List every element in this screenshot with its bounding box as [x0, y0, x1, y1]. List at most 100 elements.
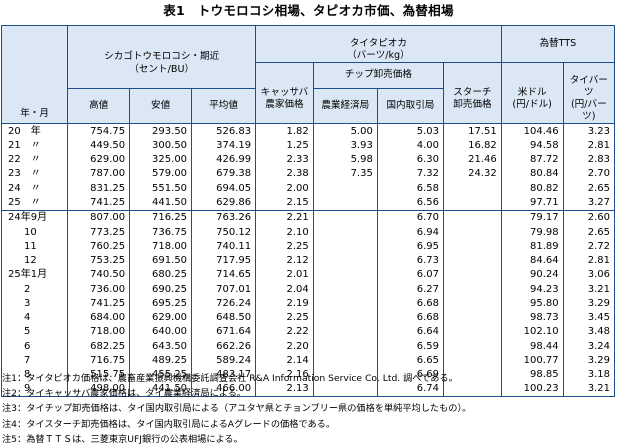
header-chicago-group: シカゴトウモロコシ・期近 （セント/BU） [67, 25, 257, 89]
table-cell: 2.81 [562, 138, 616, 153]
table-cell: 760.25 [67, 239, 131, 254]
table-cell: 466.00 [191, 381, 257, 397]
table-row: 24年9月 807.00 716.25 763.26 2.21 6.70 79.17 2.60 [0, 209, 616, 225]
table-cell: 551.50 [129, 181, 193, 196]
row-label: 12 [0, 253, 69, 268]
table-cell: 2.00 [255, 181, 314, 196]
header-chip-domestic: 国内取引局 [376, 87, 445, 125]
table-row: 4 684.00 629.00 648.50 2.25 6.68 98.73 3.45 [0, 310, 616, 325]
table-cell: 3.29 [562, 353, 616, 368]
table-cell: 94.23 [500, 281, 564, 297]
table-cell: 2.01 [255, 267, 314, 282]
table-cell: 16.82 [443, 138, 502, 153]
table-cell: 680.25 [129, 267, 193, 282]
row-label: 25 〃 [0, 195, 69, 211]
table-cell: 6.69 [376, 367, 445, 382]
table-row: 7 716.75 489.25 589.24 2.14 6.65 100.77 3.29 [0, 353, 616, 368]
table-cell: 807.00 [67, 209, 131, 225]
table-cell [443, 239, 502, 254]
table-cell: 763.26 [191, 209, 257, 225]
table-cell [312, 324, 378, 339]
table-cell: 629.00 [129, 310, 193, 325]
row-label: 21 〃 [0, 138, 69, 153]
table-row: 24 〃 831.25 551.50 694.05 2.00 6.58 80.82 2.65 [0, 181, 616, 196]
table-cell: 682.25 [67, 338, 131, 354]
header-year-month: 年・月 [0, 25, 69, 124]
table-cell: 441.50 [129, 195, 193, 211]
table-cell [312, 281, 378, 297]
table-cell: 80.82 [500, 181, 564, 196]
table-cell: 740.11 [191, 239, 257, 254]
table-cell: 736.00 [67, 281, 131, 297]
row-label: 20 年 [0, 123, 69, 139]
table-cell: 2.38 [255, 166, 314, 182]
row-label: 23 〃 [0, 166, 69, 182]
table-cell: 750.12 [191, 224, 257, 240]
table-cell: 671.64 [191, 324, 257, 339]
table-cell [312, 195, 378, 211]
table-cell: 2.14 [255, 353, 314, 368]
table-row: 10 773.25 736.75 750.12 2.10 6.94 79.98 2.65 [0, 224, 616, 240]
table-cell: 5.03 [376, 123, 445, 139]
table-cell: 736.75 [129, 224, 193, 240]
table-cell: 98.73 [500, 310, 564, 325]
table-cell [443, 224, 502, 240]
table-cell: 831.25 [67, 181, 131, 196]
table-row: 9 498.00 441.50 466.00 2.13 6.74 100.23 3.21 [0, 381, 616, 397]
table-cell: 753.25 [67, 253, 131, 268]
table-cell: 6.65 [376, 353, 445, 368]
table-cell: 2.20 [255, 338, 314, 354]
table-row: 22 〃 629.00 325.00 426.99 2.33 5.98 6.30 21.46 8… [0, 152, 616, 167]
table-cell: 2.15 [255, 195, 314, 211]
table-cell: 773.25 [67, 224, 131, 240]
table-cell: 4.00 [376, 138, 445, 153]
table-cell: 79.98 [500, 224, 564, 240]
table-cell: 90.24 [500, 267, 564, 282]
table-cell: 3.29 [562, 296, 616, 311]
table-cell: 483.17 [191, 367, 257, 382]
table-cell [312, 338, 378, 354]
table-cell: 24.32 [443, 166, 502, 182]
table-cell: 1.82 [255, 123, 314, 139]
table-title: 表1 トウモロコシ相場、タピオカ市価、為替相場 [163, 3, 454, 18]
table-row: 21 〃 449.50 300.50 374.19 1.25 3.93 4.00 16.82 9… [0, 138, 616, 153]
table-cell: 100.77 [500, 353, 564, 368]
table-cell: 6.74 [376, 381, 445, 397]
header-low: 安値 [129, 87, 193, 125]
table-cell [312, 209, 378, 225]
table-cell [312, 267, 378, 282]
table-cell: 662.26 [191, 338, 257, 354]
table-cell: 3.06 [562, 267, 616, 282]
table-cell: 102.10 [500, 324, 564, 339]
table-row: 2 736.00 690.25 707.01 2.04 6.27 94.23 3.21 [0, 281, 616, 297]
row-label: 8 [0, 367, 69, 382]
table-cell: 6.27 [376, 281, 445, 297]
table-cell: 95.80 [500, 296, 564, 311]
table-cell: 94.58 [500, 138, 564, 153]
table-cell [312, 253, 378, 268]
table-cell: 679.38 [191, 166, 257, 182]
header-tapioca-group: タイタピオカ （バーツ/kg） [255, 25, 502, 63]
table-cell: 3.48 [562, 324, 616, 339]
table-cell [443, 324, 502, 339]
table-cell: 695.25 [129, 296, 193, 311]
table-cell: 81.89 [500, 239, 564, 254]
table-cell: 2.22 [255, 324, 314, 339]
header-chip-agri: 農業経済局 [312, 87, 378, 125]
note-5: 注5：為替ＴＴＳは、三菱東京UFJ銀行の公表相場による。 [2, 433, 243, 445]
row-label: 10 [0, 224, 69, 240]
table-cell [443, 209, 502, 225]
table-cell: 726.24 [191, 296, 257, 311]
table-cell: 3.21 [562, 381, 616, 397]
table-cell: 21.46 [443, 152, 502, 167]
table-cell [443, 281, 502, 297]
table-cell: 691.50 [129, 253, 193, 268]
table-cell: 2.65 [562, 224, 616, 240]
table-cell: 2.70 [562, 166, 616, 182]
table-row: 6 682.25 643.50 662.26 2.20 6.59 98.44 3.24 [0, 338, 616, 354]
table-cell: 717.95 [191, 253, 257, 268]
table-cell: 2.81 [562, 253, 616, 268]
table-cell [443, 353, 502, 368]
table-cell: 741.25 [67, 195, 131, 211]
table-row: 3 741.25 695.25 726.24 2.19 6.68 95.80 3.29 [0, 296, 616, 311]
